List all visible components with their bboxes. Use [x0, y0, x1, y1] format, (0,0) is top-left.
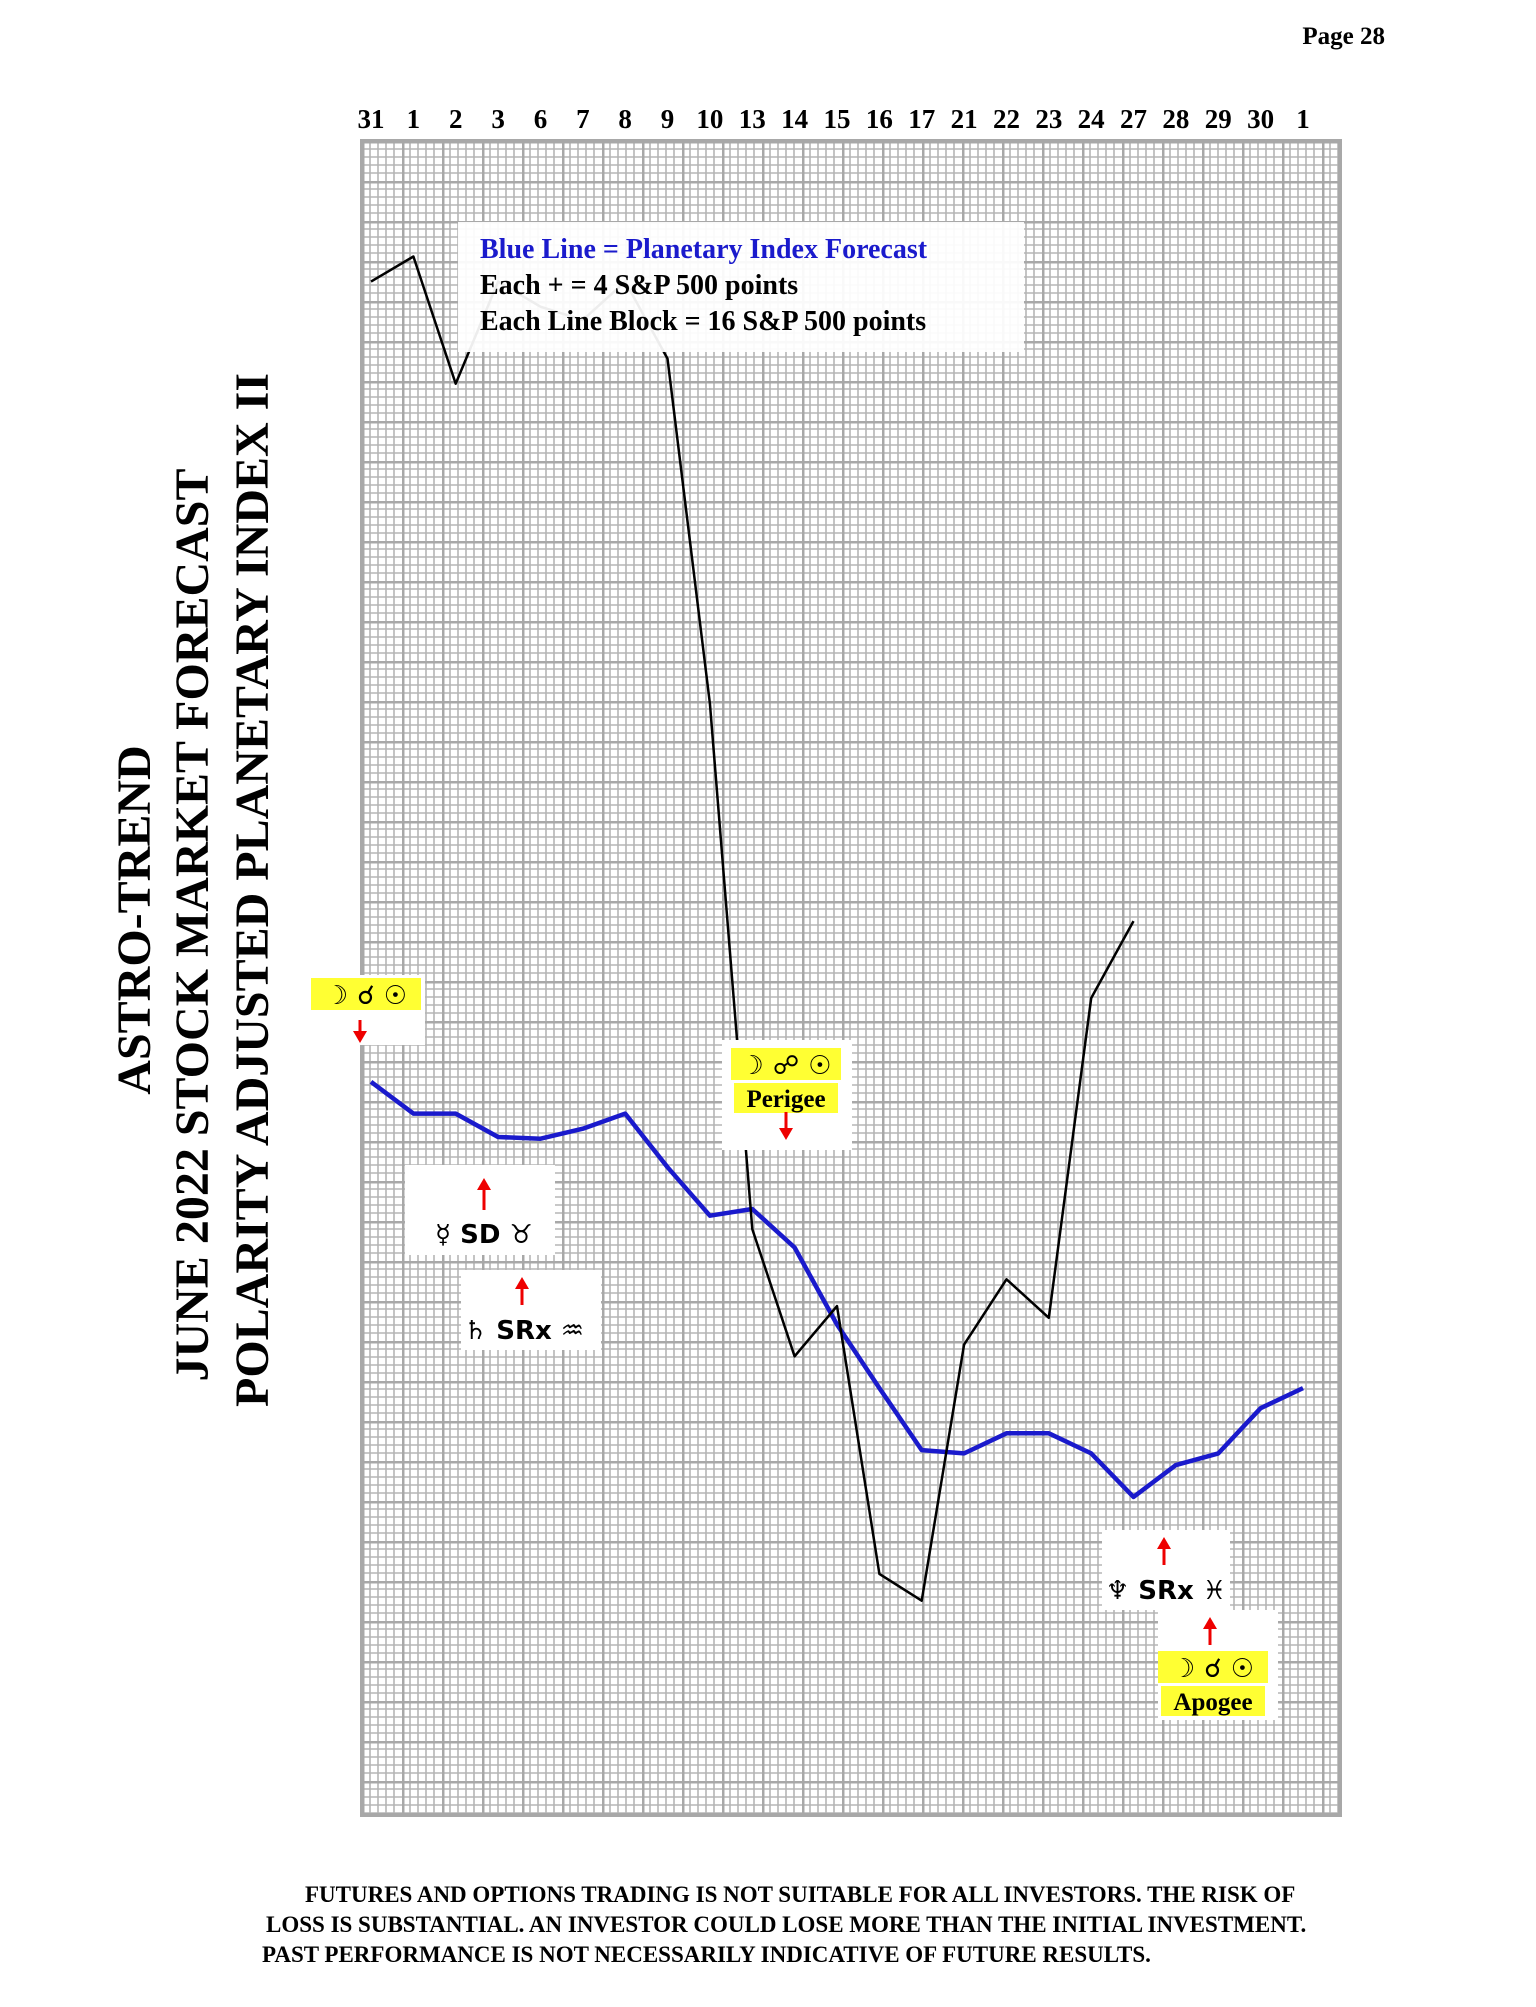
x-tick-label: 1 — [407, 104, 421, 134]
annotation-symbols: ☽ ☌ ☉ — [1172, 1654, 1254, 1684]
annotation-label: Perigee — [746, 1086, 825, 1113]
page-number: Page 28 — [1302, 23, 1385, 50]
arrow-head — [1157, 1537, 1171, 1549]
x-tick-label: 7 — [576, 104, 590, 134]
x-tick-label: 15 — [824, 104, 851, 134]
annotation-symbols: ☽ ☍ ☉ — [740, 1051, 831, 1081]
chart-title: POLARITY ADJUSTED PLANETARY INDEX II — [226, 373, 279, 1407]
chart-title: JUNE 2022 STOCK MARKET FORECAST — [166, 468, 219, 1381]
arrow-head — [515, 1277, 529, 1289]
legend-box — [458, 222, 1024, 352]
x-tick-label: 8 — [618, 104, 632, 134]
series-line — [369, 1080, 1304, 1500]
annotation-label: Apogee — [1173, 1689, 1252, 1716]
annotation-symbols: ☿ SD ♉ — [435, 1220, 533, 1250]
arrow-head — [353, 1031, 367, 1043]
annotation-symbols: ☽ ☌ ☉ — [325, 981, 407, 1011]
arrow-head — [1203, 1617, 1217, 1629]
annotation-box — [405, 1165, 555, 1255]
chart-title: ASTRO-TREND — [108, 745, 161, 1094]
x-tick-label: 14 — [781, 104, 808, 134]
x-tick-label: 29 — [1205, 104, 1232, 134]
arrow-head — [477, 1178, 491, 1190]
legend-text: Each Line Block = 16 S&P 500 points — [480, 306, 926, 337]
x-tick-label: 17 — [908, 104, 935, 134]
x-tick-label: 31 — [358, 104, 385, 134]
arrow-head — [779, 1128, 793, 1140]
annotation-symbols: ♆ SRx ♓ — [1106, 1576, 1226, 1606]
x-tick-label: 10 — [696, 104, 723, 134]
annotation-highlight — [734, 1083, 838, 1113]
x-tick-label: 28 — [1162, 104, 1189, 134]
x-tick-label: 2 — [449, 104, 463, 134]
disclaimer-line: PAST PERFORMANCE IS NOT NECESSARILY INDI… — [262, 1942, 1151, 1967]
x-tick-label: 24 — [1078, 104, 1105, 134]
disclaimer-line: LOSS IS SUBSTANTIAL. AN INVESTOR COULD L… — [266, 1912, 1306, 1937]
x-tick-label: 22 — [993, 104, 1020, 134]
legend-text: Blue Line = Planetary Index Forecast — [480, 234, 928, 265]
annotation-box — [461, 1270, 601, 1350]
annotation-highlight — [731, 1048, 841, 1080]
annotation-symbols: ♄ SRx ♒ — [464, 1316, 584, 1346]
x-tick-label: 30 — [1247, 104, 1274, 134]
x-tick-label: 21 — [951, 104, 978, 134]
annotation-highlight — [311, 978, 421, 1010]
disclaimer-line: FUTURES AND OPTIONS TRADING IS NOT SUITA… — [305, 1882, 1295, 1907]
x-tick-label: 1 — [1296, 104, 1310, 134]
x-tick-label: 6 — [534, 104, 548, 134]
x-tick-label: 9 — [661, 104, 675, 134]
x-tick-label: 27 — [1120, 104, 1147, 134]
annotation-highlight — [1161, 1686, 1265, 1716]
x-tick-label: 23 — [1035, 104, 1062, 134]
legend-text: Each + = 4 S&P 500 points — [480, 270, 798, 301]
legend: Blue Line = Planetary Index Forecast Each… — [458, 222, 1024, 352]
x-tick-label: 3 — [491, 104, 505, 134]
x-tick-label: 16 — [866, 104, 893, 134]
x-tick-label: 13 — [739, 104, 766, 134]
annotation-highlight — [1158, 1651, 1268, 1683]
